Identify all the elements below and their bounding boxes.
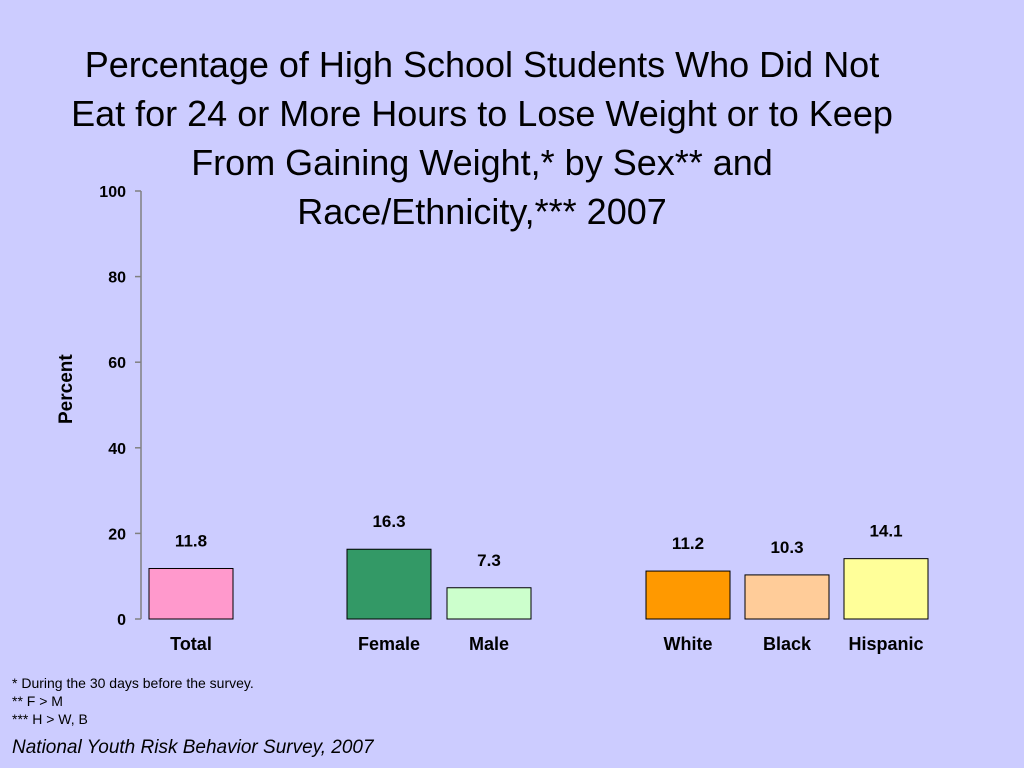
x-tick-label-female: Female [358,634,420,654]
data-label-hispanic: 14.1 [869,522,902,541]
chart-title: Percentage of High School Students Who D… [0,40,964,236]
y-tick-label: 80 [108,270,126,287]
data-label-female: 16.3 [372,512,405,531]
x-tick-label-hispanic: Hispanic [848,634,923,654]
footnotes: * During the 30 days before the survey. … [12,674,254,728]
y-tick-label: 20 [108,526,126,543]
data-label-male: 7.3 [477,551,501,570]
title-line-1: Percentage of High School Students Who D… [84,44,880,85]
y-tick-label: 40 [108,441,126,458]
bar-hispanic [843,558,929,620]
footnote-2: ** F > M [12,693,63,709]
data-label-black: 10.3 [770,538,803,557]
data-label-total: 11.8 [175,531,207,550]
x-tick-label-total: Total [170,634,212,654]
title-line-2: Eat for 24 or More Hours to Lose Weight … [71,93,893,134]
y-axis-label: Percent [56,354,77,424]
footnote-1: * During the 30 days before the survey. [12,675,254,691]
source-note: National Youth Risk Behavior Survey, 200… [12,737,374,758]
x-tick-label-male: Male [469,634,509,654]
x-tick-label-black: Black [763,634,812,654]
y-tick-label: 60 [108,355,126,372]
x-tick-label-white: White [664,634,713,654]
title-line-3: From Gaining Weight,* by Sex** and [191,142,773,183]
bar-black [744,574,830,620]
bar-male [446,587,532,620]
y-tick-label: 0 [117,612,126,629]
title-line-4: Race/Ethnicity,*** 2007 [297,191,667,232]
bar-female [346,548,432,620]
y-tick-label: 100 [99,184,126,201]
bar-total [148,567,234,620]
data-label-white: 11.2 [672,534,704,553]
bar-white [645,570,731,620]
footnote-3: *** H > W, B [12,711,88,727]
